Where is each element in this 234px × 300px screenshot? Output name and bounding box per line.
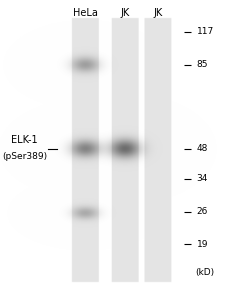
Text: 34: 34 — [197, 174, 208, 183]
Text: 48: 48 — [197, 144, 208, 153]
Text: JK: JK — [121, 8, 130, 17]
Text: (kD): (kD) — [195, 268, 215, 278]
Text: JK: JK — [153, 8, 163, 17]
Text: 85: 85 — [197, 60, 208, 69]
Text: HeLa: HeLa — [73, 8, 98, 17]
Text: 117: 117 — [197, 27, 214, 36]
Text: (pSer389): (pSer389) — [2, 152, 47, 161]
Text: 19: 19 — [197, 240, 208, 249]
Text: ELK-1: ELK-1 — [11, 135, 38, 145]
Text: 26: 26 — [197, 207, 208, 216]
